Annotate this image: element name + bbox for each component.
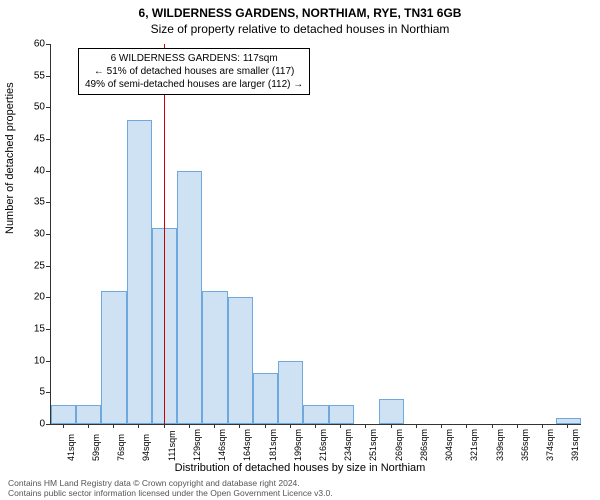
footer-line-1: Contains HM Land Registry data © Crown c… (8, 478, 333, 488)
histogram-bar (127, 120, 152, 424)
annotation-line: 49% of semi-detached houses are larger (… (85, 78, 303, 91)
xtick-mark (517, 424, 518, 428)
xtick-mark (63, 424, 64, 428)
xtick-label: 304sqm (444, 429, 454, 461)
xtick-mark (138, 424, 139, 428)
xtick-label: 94sqm (141, 434, 151, 461)
histogram-bar (101, 291, 126, 424)
xtick-mark (466, 424, 467, 428)
histogram-bar (303, 405, 328, 424)
xtick-mark (189, 424, 190, 428)
ytick-mark (46, 171, 50, 172)
xtick-mark (416, 424, 417, 428)
xtick-mark (239, 424, 240, 428)
chart-title-1: 6, WILDERNESS GARDENS, NORTHIAM, RYE, TN… (0, 0, 600, 20)
ytick-label: 55 (15, 70, 45, 81)
histogram-bar (76, 405, 101, 424)
ytick-mark (46, 392, 50, 393)
xtick-mark (391, 424, 392, 428)
xtick-label: 129sqm (192, 429, 202, 461)
ytick-mark (46, 107, 50, 108)
chart-container: 6, WILDERNESS GARDENS, NORTHIAM, RYE, TN… (0, 0, 600, 500)
ytick-label: 5 (15, 387, 45, 398)
ytick-mark (46, 266, 50, 267)
histogram-bar (253, 373, 278, 424)
reference-line (164, 44, 165, 424)
xtick-label: 391sqm (570, 429, 580, 461)
annotation-line: ← 51% of detached houses are smaller (11… (85, 65, 303, 78)
xtick-label: 234sqm (343, 429, 353, 461)
ytick-mark (46, 76, 50, 77)
ytick-label: 60 (15, 39, 45, 50)
xtick-label: 339sqm (495, 429, 505, 461)
ytick-label: 20 (15, 292, 45, 303)
xtick-mark (441, 424, 442, 428)
xtick-label: 216sqm (318, 429, 328, 461)
ytick-mark (46, 234, 50, 235)
ytick-label: 40 (15, 165, 45, 176)
ytick-label: 10 (15, 355, 45, 366)
histogram-bar (379, 399, 404, 424)
footer-attribution: Contains HM Land Registry data © Crown c… (8, 478, 333, 498)
histogram-bar (278, 361, 303, 424)
annotation-line: 6 WILDERNESS GARDENS: 117sqm (85, 52, 303, 65)
xtick-label: 59sqm (91, 434, 101, 461)
histogram-bar (329, 405, 354, 424)
xtick-label: 111sqm (167, 430, 177, 461)
ytick-mark (46, 361, 50, 362)
xtick-mark (88, 424, 89, 428)
histogram-bar (202, 291, 227, 424)
plot-area (50, 44, 581, 425)
ytick-label: 15 (15, 324, 45, 335)
xtick-label: 251sqm (368, 429, 378, 461)
xtick-label: 76sqm (116, 434, 126, 461)
xtick-mark (113, 424, 114, 428)
xtick-mark (315, 424, 316, 428)
xtick-mark (290, 424, 291, 428)
xtick-mark (164, 424, 165, 428)
footer-line-2: Contains public sector information licen… (8, 488, 333, 498)
ytick-label: 30 (15, 229, 45, 240)
ytick-label: 25 (15, 260, 45, 271)
xtick-label: 321sqm (469, 429, 479, 461)
ytick-mark (46, 424, 50, 425)
ytick-mark (46, 44, 50, 45)
xtick-label: 199sqm (293, 429, 303, 461)
histogram-bar (228, 297, 253, 424)
histogram-bar (177, 171, 202, 424)
xtick-mark (542, 424, 543, 428)
xtick-label: 41sqm (66, 434, 76, 461)
chart-title-2: Size of property relative to detached ho… (0, 20, 600, 36)
xtick-mark (214, 424, 215, 428)
xtick-mark (365, 424, 366, 428)
xtick-mark (340, 424, 341, 428)
xtick-label: 146sqm (217, 429, 227, 461)
annotation-box: 6 WILDERNESS GARDENS: 117sqm← 51% of det… (78, 48, 310, 95)
ytick-mark (46, 297, 50, 298)
ytick-mark (46, 329, 50, 330)
xtick-mark (265, 424, 266, 428)
ytick-label: 35 (15, 197, 45, 208)
ytick-label: 50 (15, 102, 45, 113)
xtick-label: 164sqm (242, 429, 252, 461)
histogram-bar (51, 405, 76, 424)
ytick-label: 0 (15, 419, 45, 430)
xtick-label: 286sqm (419, 429, 429, 461)
ytick-label: 45 (15, 134, 45, 145)
x-axis-label: Distribution of detached houses by size … (0, 462, 600, 474)
xtick-label: 181sqm (268, 429, 278, 461)
xtick-label: 269sqm (394, 429, 404, 461)
xtick-mark (567, 424, 568, 428)
xtick-mark (492, 424, 493, 428)
xtick-label: 356sqm (520, 429, 530, 461)
xtick-label: 374sqm (545, 429, 555, 461)
ytick-mark (46, 202, 50, 203)
ytick-mark (46, 139, 50, 140)
